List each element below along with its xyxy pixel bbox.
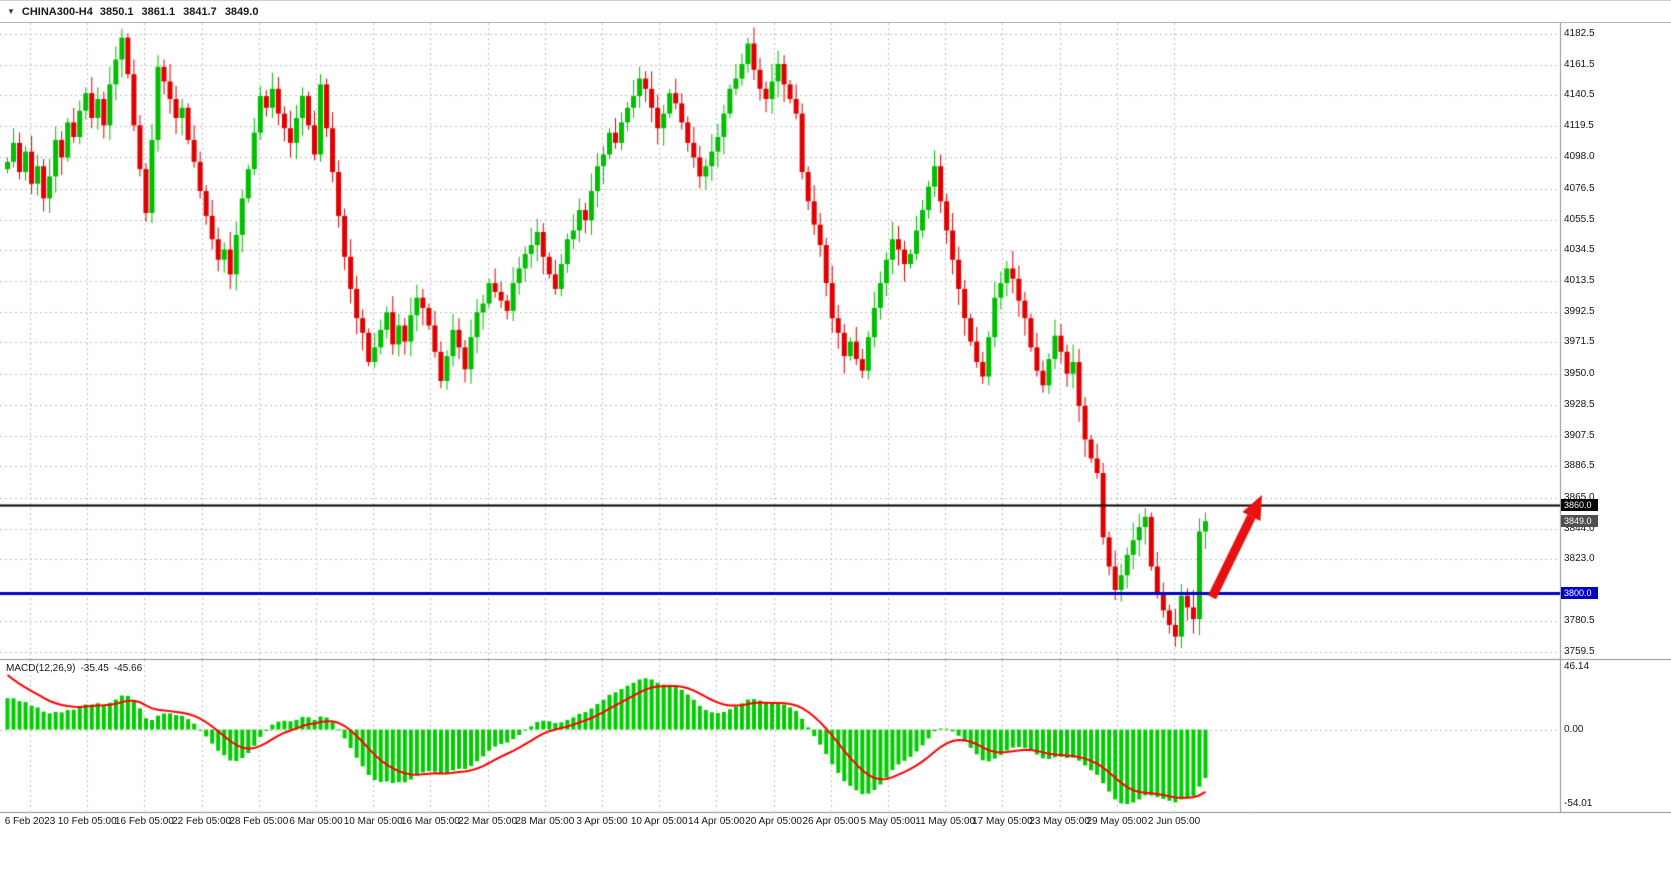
price-tick-label: 3759.5 xyxy=(1564,646,1595,657)
time-label: 17 May 05:00 xyxy=(972,816,1033,827)
time-label: 20 Apr 05:00 xyxy=(745,816,802,827)
time-label: 6 Feb 2023 xyxy=(4,816,56,827)
time-label: 5 May 05:00 xyxy=(860,816,916,827)
time-label: 16 Mar 05:00 xyxy=(400,816,460,827)
time-label: 10 Feb 05:00 xyxy=(57,816,117,827)
time-label: 2 Jun 05:00 xyxy=(1147,816,1201,827)
price-tick-label: 3971.5 xyxy=(1564,336,1595,348)
price-tick-label: 4182.5 xyxy=(1564,28,1595,39)
price-axis[interactable]: 4182.5 4161.5 4140.5 4119.5 4098.0 4076.5 4055… xyxy=(1560,23,1671,659)
quote-bar: ▼ CHINA300-H4 3850.1 3861.1 3841.7 3849.… xyxy=(0,1,1671,23)
price-tick-label: 4055.5 xyxy=(1564,213,1595,225)
time-label: 6 Mar 05:00 xyxy=(289,816,343,827)
price-tick-label: 4161.5 xyxy=(1564,58,1595,70)
price-tick-label: 3992.5 xyxy=(1564,305,1595,317)
quote-open: 3850.1 xyxy=(99,5,134,18)
time-label: 10 Apr 05:00 xyxy=(630,816,688,827)
time-label: 26 Apr 05:00 xyxy=(802,816,860,827)
time-label: 14 Apr 05:00 xyxy=(688,816,745,827)
price-tick-label: 4119.5 xyxy=(1564,120,1594,132)
time-label: 11 May 05:00 xyxy=(915,816,976,827)
price-tick-label: 3886.5 xyxy=(1564,460,1595,472)
macd-tick-label: 46.14 xyxy=(1564,661,1590,672)
price-tick-label: 3865.0 xyxy=(1564,491,1595,503)
macd-signal-value: -45.66 xyxy=(113,663,143,674)
price-tick-label: 3823.0 xyxy=(1564,553,1595,565)
price-line-badge: 3800.0 xyxy=(1561,586,1598,599)
time-label: 22 Mar 05:00 xyxy=(458,816,518,827)
price-tick-label: 3844.0 xyxy=(1564,522,1595,534)
price-tick-label: 3907.5 xyxy=(1564,429,1595,441)
time-label: 28 Feb 05:00 xyxy=(229,816,289,827)
price-tick-label: 4013.5 xyxy=(1564,274,1595,286)
price-tick-label: 4076.5 xyxy=(1564,182,1595,194)
quote-ohlc: 3850.1 3861.1 3841.7 3849.0 xyxy=(100,6,259,18)
price-tick-label: 4140.5 xyxy=(1564,89,1595,101)
macd-indicator-label: MACD(12,26,9) -35.45 -45.66 xyxy=(6,663,147,674)
time-label: 10 Mar 05:00 xyxy=(343,816,403,827)
macd-main-value: -35.45 xyxy=(80,663,109,674)
time-label: 23 May 05:00 xyxy=(1029,816,1090,827)
macd-axis[interactable]: 46.14 0.00 -54.01 xyxy=(1560,660,1671,813)
price-tick-label: 3928.5 xyxy=(1564,399,1595,411)
bid-price-badge: 3849.0 xyxy=(1561,515,1598,528)
quote-high: 3861.1 xyxy=(141,5,176,18)
time-axis[interactable]: 6 Feb 2023 10 Feb 05:00 16 Feb 05:00 22 Feb… xyxy=(0,813,1671,833)
price-tick-label: 4098.0 xyxy=(1564,151,1595,163)
price-tick-label: 3950.0 xyxy=(1564,367,1595,379)
collapse-triangle-icon[interactable]: ▼ xyxy=(7,6,15,16)
symbol-timeframe-label: CHINA300-H4 xyxy=(21,5,93,18)
price-line-badge: 3860.0 xyxy=(1561,499,1598,512)
price-tick-label: 4034.5 xyxy=(1564,244,1595,256)
macd-tick-label: -54.01 xyxy=(1564,798,1593,809)
time-label: 28 Mar 05:00 xyxy=(515,816,575,827)
time-label: 3 Apr 05:00 xyxy=(576,816,628,827)
price-tick-label: 3780.5 xyxy=(1564,615,1595,627)
time-label: 29 May 05:00 xyxy=(1086,816,1148,827)
time-label: 16 Feb 05:00 xyxy=(114,816,174,827)
macd-name: MACD(12,26,9) xyxy=(6,663,76,674)
quote-close: 3849.0 xyxy=(224,5,259,18)
quote-low: 3841.7 xyxy=(183,5,217,18)
macd-tick-label: 0.00 xyxy=(1564,723,1584,735)
time-label: 22 Feb 05:00 xyxy=(172,816,232,827)
